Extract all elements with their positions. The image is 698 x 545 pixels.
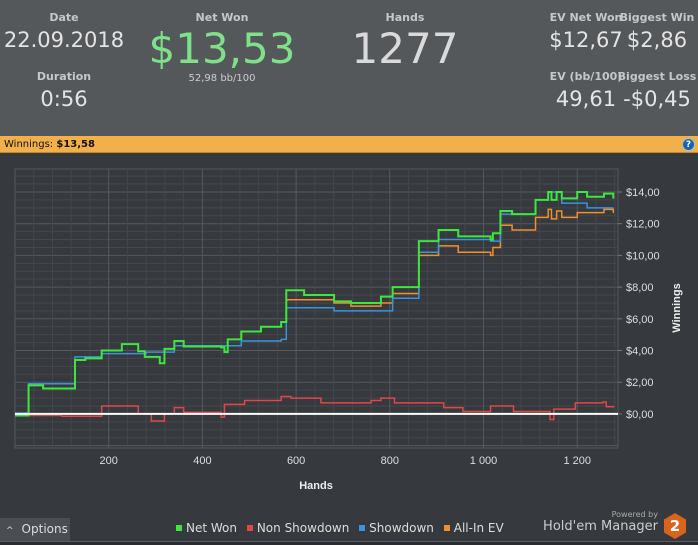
winnings-chart: $0,00 $2,00 $4,00 $6,00 $8,00 $10,00 $12,00 $14… [14, 168, 683, 492]
ev-bb100-value: 49,61 [555, 87, 617, 111]
biggest-loss-label: Biggest Loss [617, 70, 697, 83]
winnings-value: $13,58 [56, 139, 95, 150]
y-tick-label: $14,00 [626, 187, 660, 199]
net-won-value: $13,53 [148, 24, 296, 73]
y-tick-label: $2,00 [626, 377, 654, 389]
y-tick-label: $10,00 [626, 250, 660, 262]
duration-value: 0:56 [40, 87, 88, 111]
y-tick-label: $0,00 [626, 409, 654, 421]
y-axis-label: Winnings [671, 283, 683, 332]
hem2-logo-icon: 2 [664, 513, 686, 539]
x-tick-label: 1 200 [563, 455, 591, 467]
x-tick-label: 600 [287, 455, 305, 467]
legend-swatch [246, 525, 253, 531]
ev-bb100-stat: EV (bb/100) 49,61 [550, 70, 623, 111]
legend-showdown[interactable]: Showdown [359, 521, 434, 535]
winnings-label: Winnings: [4, 139, 54, 150]
bottom-border [0, 541, 698, 545]
ev-net-won-stat: EV Net Won $12,67 [549, 11, 622, 52]
x-tick-label: 800 [381, 455, 399, 467]
x-tick-label: 400 [193, 455, 211, 467]
net-won-label: Net Won [195, 11, 249, 24]
legend-label: All-In EV [453, 521, 504, 535]
series-line-all-in-ev [286, 208, 615, 307]
chart-series [15, 190, 618, 422]
options-label: Options [21, 522, 68, 536]
legend-non-showdown[interactable]: Non Showdown [246, 521, 350, 535]
legend-label: Showdown [369, 521, 434, 535]
net-won-stat: Net Won $13,53 52,98 bb/100 [149, 11, 296, 84]
date-value: 22.09.2018 [3, 28, 125, 52]
x-tick-label: 200 [100, 455, 118, 467]
y-tick-label: $4,00 [626, 346, 654, 358]
ev-bb100-label: EV (bb/100) [549, 70, 623, 83]
chart-axes: $0,00 $2,00 $4,00 $6,00 $8,00 $10,00 $12,00 $14… [100, 187, 660, 467]
date-label: Date [49, 11, 79, 24]
series-line-net-won [15, 190, 615, 417]
winnings-bar: Winnings: $13,58 [0, 136, 698, 153]
y-tick-label: $12,00 [626, 219, 660, 231]
biggest-win-value: $2,86 [626, 28, 688, 52]
biggest-loss-value: -$0,45 [623, 87, 691, 111]
legend-swatch [176, 525, 182, 531]
ev-net-won-value: $12,67 [549, 28, 623, 52]
brand-label: Hold'em Manager [543, 519, 658, 534]
options-button[interactable]: ^ Options [0, 518, 70, 541]
help-icon[interactable]: ? [682, 138, 695, 151]
powered-by-label: Powered by [611, 510, 658, 519]
duration-stat: Duration 0:56 [37, 70, 91, 111]
duration-label: Duration [36, 70, 92, 83]
biggest-win-stat: Biggest Win $2,86 [620, 11, 695, 52]
legend-allin-ev[interactable]: All-In EV [443, 521, 504, 535]
legend-label: Non Showdown [256, 521, 350, 535]
session-summary-header: Date 22.09.2018 Duration 0:56 Net Won $1… [0, 0, 698, 136]
legend-swatch [359, 525, 366, 531]
hands-label: Hands [385, 11, 425, 24]
chart-grid [14, 168, 619, 449]
ev-net-won-label: EV Net Won [549, 11, 623, 24]
legend-label: Net Won [186, 521, 237, 535]
hands-value: 1277 [351, 24, 459, 73]
bb100-value: 52,98 bb/100 [188, 73, 256, 84]
legend-net-won[interactable]: Net Won [176, 521, 237, 535]
series-line-non-showdown [15, 395, 615, 422]
y-tick-label: $8,00 [626, 282, 654, 294]
hands-stat: Hands 1277 [352, 11, 459, 73]
legend-swatch [443, 525, 450, 531]
biggest-win-label: Biggest Win [619, 11, 695, 24]
chevron-up-icon: ^ [6, 526, 14, 536]
y-tick-label: $6,00 [626, 314, 654, 326]
date-stat: Date 22.09.2018 [4, 11, 124, 52]
x-tick-label: 1 000 [470, 455, 498, 467]
x-axis-label: Hands [299, 480, 333, 492]
chart-legend: Net Won Non Showdown Showdown All-In EV [176, 521, 510, 535]
biggest-loss-stat: Biggest Loss -$0,45 [618, 70, 697, 111]
